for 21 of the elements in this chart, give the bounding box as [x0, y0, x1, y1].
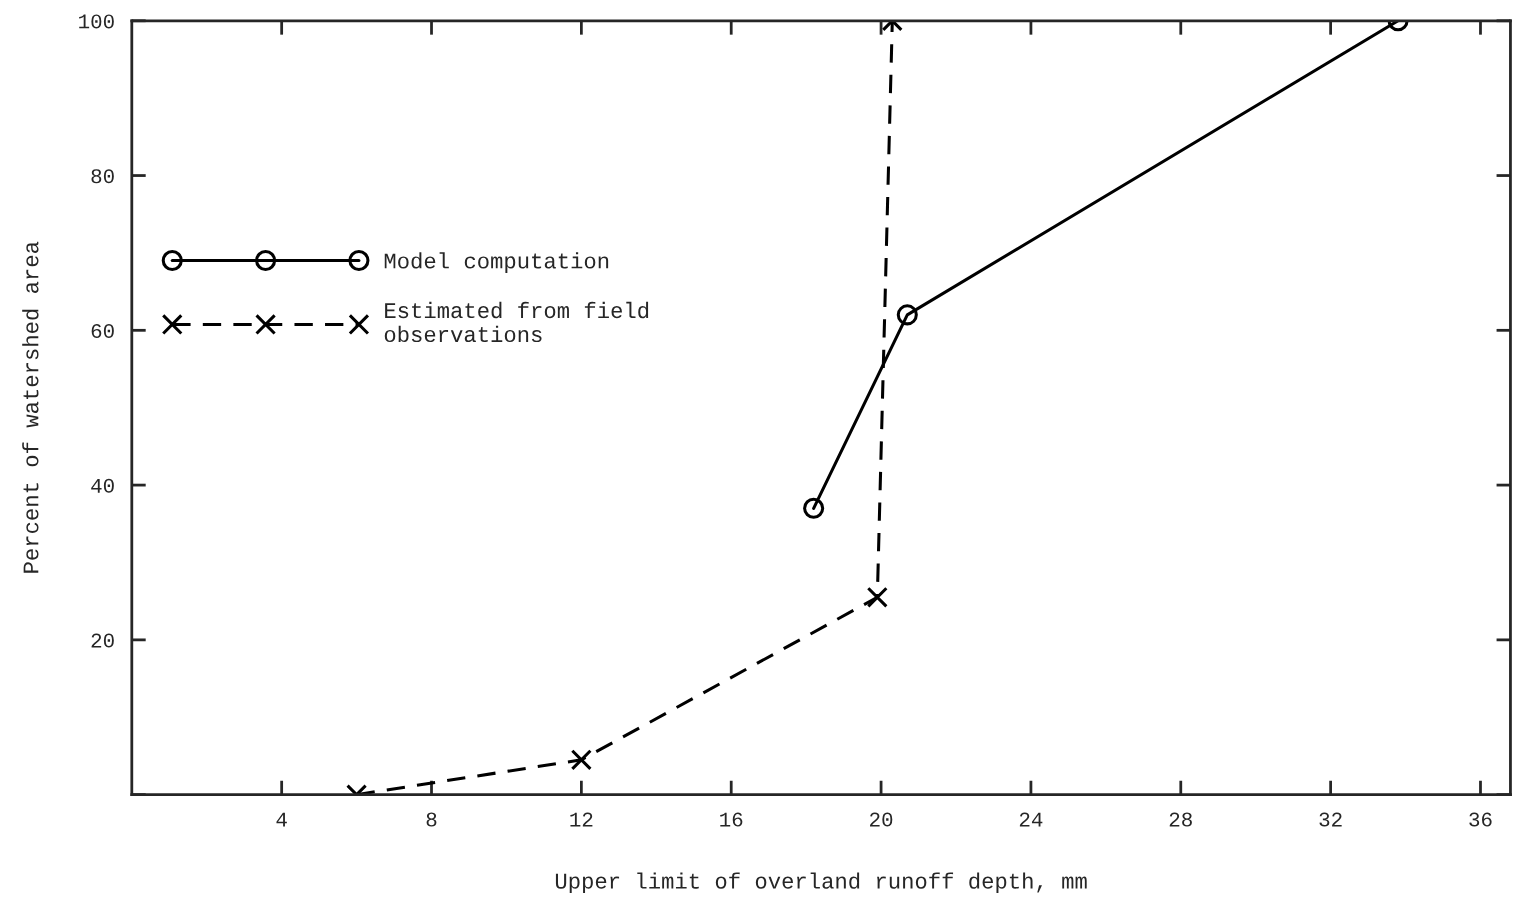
y-tick-label: 20: [91, 633, 114, 648]
legend-label: Estimated from field observations: [384, 301, 649, 343]
y-tick-label: 100: [79, 14, 114, 29]
x-tick-label: 4: [276, 812, 287, 827]
point: [803, 497, 825, 519]
point: [896, 304, 918, 326]
y-tick-label: 40: [91, 478, 114, 493]
legend-label: Model computation: [384, 252, 609, 273]
y-tick-label: 80: [91, 169, 114, 184]
x-axis-title: Upper limit of overland runoff depth, mm: [555, 872, 1087, 894]
x-tick-label: 8: [426, 812, 437, 827]
point: [866, 586, 888, 608]
x-tick-label: 32: [1319, 812, 1342, 827]
x-tick-label: 24: [1019, 812, 1043, 827]
x-tick-label: 12: [570, 812, 593, 827]
x-tick-label: 16: [720, 812, 743, 827]
x-tick-label: 28: [1169, 812, 1192, 827]
x-tick-label: 20: [870, 812, 893, 827]
x-tick-label: 36: [1469, 812, 1492, 827]
y-axis-title: Percent of watershed area: [22, 241, 39, 573]
y-tick-label: 60: [91, 323, 114, 339]
